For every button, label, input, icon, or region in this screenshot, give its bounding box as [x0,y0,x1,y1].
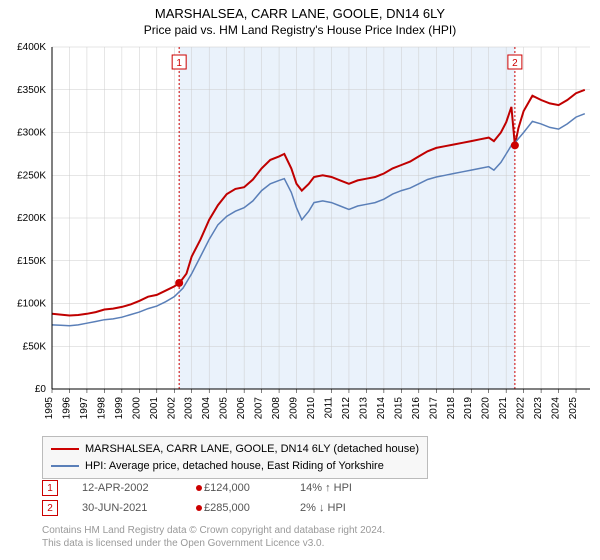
svg-text:2015: 2015 [393,397,404,420]
svg-text:£250K: £250K [17,170,46,181]
chart-title: MARSHALSEA, CARR LANE, GOOLE, DN14 6LY [0,0,600,21]
svg-text:2017: 2017 [428,397,439,420]
footer-line2: This data is licensed under the Open Gov… [42,537,385,550]
svg-text:2021: 2021 [498,397,509,420]
svg-text:£50K: £50K [23,341,47,352]
svg-text:2006: 2006 [236,397,247,420]
event-date-1: 12-APR-2002 [82,482,172,494]
svg-text:2007: 2007 [254,397,265,420]
svg-text:2009: 2009 [289,397,300,420]
event-marker-2: 2 [42,500,58,516]
legend-row-hpi: HPI: Average price, detached house, East… [51,458,419,475]
legend-label-subject: MARSHALSEA, CARR LANE, GOOLE, DN14 6LY (… [85,441,419,458]
svg-text:£150K: £150K [17,256,46,267]
event-marker-1: 1 [42,480,58,496]
svg-text:1998: 1998 [96,397,107,420]
svg-text:2023: 2023 [533,397,544,420]
svg-text:2000: 2000 [131,397,142,420]
svg-text:2001: 2001 [149,397,160,420]
svg-text:£350K: £350K [17,85,46,96]
svg-text:£400K: £400K [17,42,46,53]
svg-text:2010: 2010 [306,397,317,420]
event-diff-1: 14% ↑ HPI [300,482,380,494]
legend-label-hpi: HPI: Average price, detached house, East… [85,458,384,475]
svg-text:1: 1 [176,58,182,69]
svg-text:2018: 2018 [446,397,457,420]
svg-text:2012: 2012 [341,397,352,420]
svg-text:2013: 2013 [358,397,369,420]
chart-subtitle: Price paid vs. HM Land Registry's House … [0,21,600,41]
svg-text:2016: 2016 [411,397,422,420]
svg-text:1995: 1995 [44,397,55,420]
event-diff-2: 2% ↓ HPI [300,502,380,514]
svg-text:2011: 2011 [323,397,334,419]
svg-text:2008: 2008 [271,397,282,420]
footer-attribution: Contains HM Land Registry data © Crown c… [42,524,385,550]
svg-text:2014: 2014 [376,397,387,420]
svg-text:1997: 1997 [79,397,90,420]
svg-text:2003: 2003 [184,397,195,420]
event-price-1: £124,000 [196,482,276,494]
svg-text:2022: 2022 [516,397,527,420]
svg-text:2019: 2019 [463,397,474,420]
event-row-1: 1 12-APR-2002 £124,000 14% ↑ HPI [42,480,380,496]
svg-text:£200K: £200K [17,213,46,224]
event-date-2: 30-JUN-2021 [82,502,172,514]
legend-box: MARSHALSEA, CARR LANE, GOOLE, DN14 6LY (… [42,436,428,479]
svg-text:2002: 2002 [166,397,177,420]
event-row-2: 2 30-JUN-2021 £285,000 2% ↓ HPI [42,500,380,516]
price-dot-icon [196,485,202,491]
legend-swatch-subject [51,448,79,450]
events-table: 1 12-APR-2002 £124,000 14% ↑ HPI 2 30-JU… [42,480,380,520]
price-dot-icon [196,505,202,511]
svg-text:£0: £0 [35,384,47,395]
event-price-2: £285,000 [196,502,276,514]
line-chart-svg: £0 £50K £100K £150K £200K £250K £300K £350K £400… [0,41,600,431]
svg-text:£300K: £300K [17,128,46,139]
svg-text:2005: 2005 [219,397,230,420]
svg-text:1996: 1996 [61,397,72,420]
footer-line1: Contains HM Land Registry data © Crown c… [42,524,385,537]
svg-text:2024: 2024 [551,397,562,420]
svg-text:1999: 1999 [114,397,125,420]
legend-row-subject: MARSHALSEA, CARR LANE, GOOLE, DN14 6LY (… [51,441,419,458]
chart-plot-area: £0 £50K £100K £150K £200K £250K £300K £350K £400… [0,41,600,431]
chart-container: MARSHALSEA, CARR LANE, GOOLE, DN14 6LY P… [0,0,600,560]
svg-text:2004: 2004 [201,397,212,420]
svg-text:£100K: £100K [17,299,46,310]
legend-swatch-hpi [51,465,79,467]
svg-text:2020: 2020 [481,397,492,420]
svg-text:2025: 2025 [568,397,579,420]
svg-text:2: 2 [512,58,518,69]
